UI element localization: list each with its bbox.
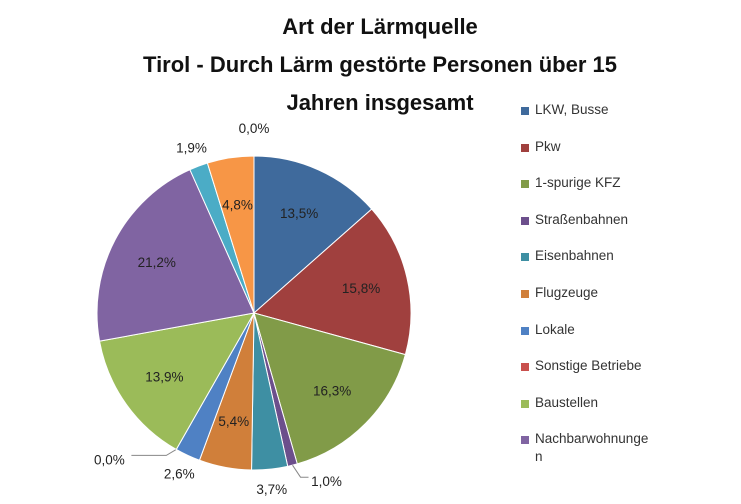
leader-line xyxy=(292,464,309,478)
legend-label: Sonstige Betriebe xyxy=(535,358,642,374)
legend-item: Sonstige Betriebe xyxy=(521,357,741,394)
data-label: 15,8% xyxy=(342,281,380,296)
data-label: 0,0% xyxy=(94,452,125,467)
legend-label: Nachbarwohnungen xyxy=(535,431,649,465)
legend: LKW, Busse Pkw 1-spurige KFZ Straßenbahnen E… xyxy=(521,101,741,467)
legend-item: Pkw xyxy=(521,138,741,175)
legend-item: Lokale xyxy=(521,321,741,358)
pie-slice xyxy=(96,169,255,342)
pie-slice xyxy=(206,155,255,314)
pie-slice xyxy=(253,312,406,465)
legend-label: Lokale xyxy=(535,321,575,337)
data-label: 5,4% xyxy=(218,414,249,429)
chart-title: Art der Lärmquelle Tirol - Durch Lärm ge… xyxy=(130,8,630,122)
legend-item: Eisenbahnen xyxy=(521,247,741,284)
legend-swatch xyxy=(521,180,529,189)
data-label: 3,7% xyxy=(256,482,287,497)
legend-label: Eisenbahnen xyxy=(535,248,614,264)
legend-swatch xyxy=(521,253,529,262)
leader-line xyxy=(131,448,177,456)
data-label: 21,2% xyxy=(138,255,176,270)
legend-swatch xyxy=(521,436,529,445)
legend-item: Nachbarwohnungen xyxy=(521,430,741,467)
legend-item: Baustellen xyxy=(521,394,741,431)
legend-label: 1-spurige KFZ xyxy=(535,175,621,191)
data-label: 2,6% xyxy=(164,466,195,481)
legend-label: Straßenbahnen xyxy=(535,211,629,227)
data-label: 16,3% xyxy=(313,383,351,398)
data-label: 13,5% xyxy=(280,206,318,221)
legend-swatch xyxy=(521,216,529,225)
pie-slice xyxy=(253,155,373,315)
legend-item: LKW, Busse xyxy=(521,101,741,138)
title-line-1: Art der Lärmquelle xyxy=(282,14,478,39)
data-label: 4,8% xyxy=(222,197,253,212)
legend-label: Pkw xyxy=(535,138,561,154)
data-label: 0,0% xyxy=(239,121,270,136)
legend-swatch xyxy=(521,143,529,152)
legend-label: Baustellen xyxy=(535,394,599,410)
legend-label: Flugzeuge xyxy=(535,284,599,300)
data-label: 1,0% xyxy=(311,474,342,489)
data-label: 1,9% xyxy=(176,140,207,155)
pie-slice xyxy=(252,208,412,356)
legend-swatch xyxy=(521,363,529,372)
legend-item: Straßenbahnen xyxy=(521,211,741,248)
title-line-2: Tirol - Durch Lärm gestörte Personen übe… xyxy=(143,52,617,77)
legend-swatch xyxy=(521,289,529,298)
legend-swatch xyxy=(521,399,529,408)
legend-item: 1-spurige KFZ xyxy=(521,174,741,211)
data-label: 13,9% xyxy=(145,370,183,385)
legend-item: Flugzeuge xyxy=(521,284,741,321)
legend-label: LKW, Busse xyxy=(535,102,609,117)
legend-swatch xyxy=(521,107,529,115)
title-line-3: Jahren insgesamt xyxy=(286,90,474,115)
legend-swatch xyxy=(521,326,529,335)
pie-slice xyxy=(98,312,255,451)
